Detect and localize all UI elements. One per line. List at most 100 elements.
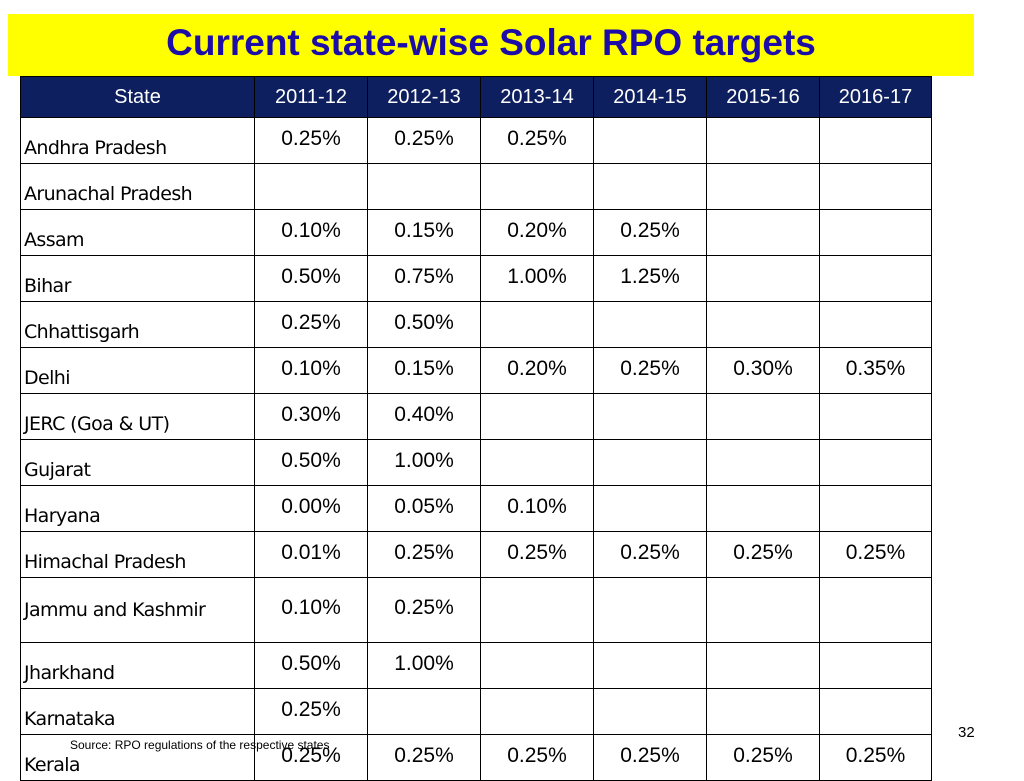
- table-row: Assam 0.10% 0.15% 0.20% 0.25%: [20, 209, 932, 256]
- target-value-cell: 1.00%: [367, 642, 481, 689]
- target-value-cell: 0.25%: [480, 117, 594, 164]
- target-value-cell: 0.10%: [254, 577, 368, 643]
- target-value-cell: 0.30%: [706, 347, 820, 394]
- title-banner: Current state-wise Solar RPO targets: [8, 14, 974, 76]
- target-value-cell: [367, 688, 481, 735]
- target-value-cell: 0.10%: [254, 209, 368, 256]
- target-value-cell: [593, 439, 707, 486]
- table-row: Jammu and Kashmir 0.10% 0.25%: [20, 577, 932, 643]
- state-name-cell: Chhattisgarh: [20, 301, 255, 348]
- target-value-cell: 0.10%: [254, 347, 368, 394]
- target-value-cell: 0.01%: [254, 531, 368, 578]
- target-value-cell: [819, 301, 932, 348]
- target-value-cell: [706, 688, 820, 735]
- target-value-cell: [367, 163, 481, 210]
- target-value-cell: [254, 163, 368, 210]
- target-value-cell: [819, 688, 932, 735]
- target-value-cell: [480, 439, 594, 486]
- target-value-cell: [593, 485, 707, 532]
- target-value-cell: [706, 439, 820, 486]
- target-value-cell: [706, 301, 820, 348]
- source-note: Source: RPO regulations of the respectiv…: [70, 738, 330, 752]
- target-value-cell: [593, 163, 707, 210]
- target-value-cell: [706, 209, 820, 256]
- state-name-cell: Bihar: [20, 255, 255, 302]
- target-value-cell: [593, 117, 707, 164]
- target-value-cell: [480, 688, 594, 735]
- target-value-cell: [480, 301, 594, 348]
- target-value-cell: 0.25%: [254, 688, 368, 735]
- target-value-cell: [480, 393, 594, 440]
- target-value-cell: 0.25%: [706, 531, 820, 578]
- target-value-cell: [706, 642, 820, 689]
- state-name-cell: Assam: [20, 209, 255, 256]
- table-row: Bihar 0.50% 0.75% 1.00% 1.25%: [20, 255, 932, 302]
- target-value-cell: 0.15%: [367, 209, 481, 256]
- page-number: 32: [958, 724, 975, 741]
- table-row: Delhi 0.10% 0.15% 0.20% 0.25% 0.30% 0.35%: [20, 347, 932, 394]
- target-value-cell: 0.25%: [593, 209, 707, 256]
- target-value-cell: 1.00%: [367, 439, 481, 486]
- target-value-cell: 0.25%: [254, 117, 368, 164]
- state-name-cell: Andhra Pradesh: [20, 117, 255, 164]
- target-value-cell: 0.10%: [480, 485, 594, 532]
- table-row: Gujarat 0.50% 1.00%: [20, 439, 932, 486]
- target-value-cell: [593, 393, 707, 440]
- target-value-cell: [819, 577, 932, 643]
- target-value-cell: 0.50%: [367, 301, 481, 348]
- target-value-cell: [819, 485, 932, 532]
- target-value-cell: [593, 301, 707, 348]
- target-value-cell: [706, 577, 820, 643]
- target-value-cell: [819, 642, 932, 689]
- state-name-cell: Jharkhand: [20, 642, 255, 689]
- target-value-cell: 0.20%: [480, 209, 594, 256]
- target-value-cell: [706, 163, 820, 210]
- target-value-cell: 0.20%: [480, 347, 594, 394]
- target-value-cell: [819, 439, 932, 486]
- state-name-cell: Haryana: [20, 485, 255, 532]
- target-value-cell: 0.75%: [367, 255, 481, 302]
- target-value-cell: 0.40%: [367, 393, 481, 440]
- header-2013-14: 2013-14: [480, 76, 594, 118]
- table-row: Chhattisgarh 0.25% 0.50%: [20, 301, 932, 348]
- header-2015-16: 2015-16: [706, 76, 820, 118]
- table-row: Jharkhand 0.50% 1.00%: [20, 642, 932, 689]
- state-name-cell: Arunachal Pradesh: [20, 163, 255, 210]
- target-value-cell: [706, 255, 820, 302]
- target-value-cell: 1.25%: [593, 255, 707, 302]
- target-value-cell: [480, 642, 594, 689]
- slide-title: Current state-wise Solar RPO targets: [166, 22, 816, 63]
- target-value-cell: 0.25%: [593, 734, 707, 781]
- target-value-cell: 0.35%: [819, 347, 932, 394]
- table-body: Andhra Pradesh 0.25% 0.25% 0.25% Arunachal P…: [20, 117, 932, 781]
- target-value-cell: 0.05%: [367, 485, 481, 532]
- target-value-cell: 0.25%: [706, 734, 820, 781]
- table-header-row: State 2011-12 2012-13 2013-14 2014-15 20…: [20, 76, 932, 118]
- state-name-cell: Jammu and Kashmir: [20, 577, 255, 643]
- target-value-cell: [480, 577, 594, 643]
- target-value-cell: 0.25%: [367, 734, 481, 781]
- target-value-cell: [819, 393, 932, 440]
- target-value-cell: 0.25%: [367, 577, 481, 643]
- target-value-cell: [593, 688, 707, 735]
- target-value-cell: 0.50%: [254, 642, 368, 689]
- header-2012-13: 2012-13: [367, 76, 481, 118]
- table-row: Arunachal Pradesh: [20, 163, 932, 210]
- target-value-cell: [706, 485, 820, 532]
- target-value-cell: 0.50%: [254, 439, 368, 486]
- target-value-cell: 0.25%: [254, 301, 368, 348]
- state-name-cell: JERC (Goa & UT): [20, 393, 255, 440]
- target-value-cell: [819, 255, 932, 302]
- table-row: Himachal Pradesh 0.01% 0.25% 0.25% 0.25% 0.25…: [20, 531, 932, 578]
- target-value-cell: [593, 577, 707, 643]
- target-value-cell: 0.25%: [480, 734, 594, 781]
- target-value-cell: 0.25%: [593, 347, 707, 394]
- solar-rpo-table: State 2011-12 2012-13 2013-14 2014-15 20…: [20, 76, 932, 781]
- target-value-cell: 1.00%: [480, 255, 594, 302]
- state-name-cell: Delhi: [20, 347, 255, 394]
- target-value-cell: 0.25%: [480, 531, 594, 578]
- table-row: Haryana 0.00% 0.05% 0.10%: [20, 485, 932, 532]
- target-value-cell: 0.30%: [254, 393, 368, 440]
- table-row: Karnataka 0.25%: [20, 688, 932, 735]
- target-value-cell: 0.50%: [254, 255, 368, 302]
